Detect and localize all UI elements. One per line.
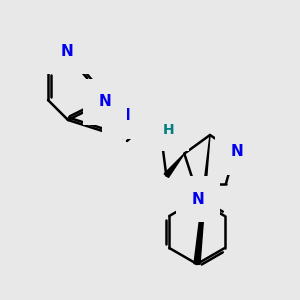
Polygon shape <box>194 135 210 264</box>
Text: N: N <box>61 44 74 59</box>
Polygon shape <box>164 154 184 177</box>
Text: N: N <box>231 144 243 159</box>
Text: N: N <box>148 115 161 130</box>
Text: N: N <box>192 191 204 206</box>
Text: N: N <box>118 109 130 124</box>
Text: N: N <box>99 94 111 110</box>
Text: H: H <box>163 123 175 137</box>
